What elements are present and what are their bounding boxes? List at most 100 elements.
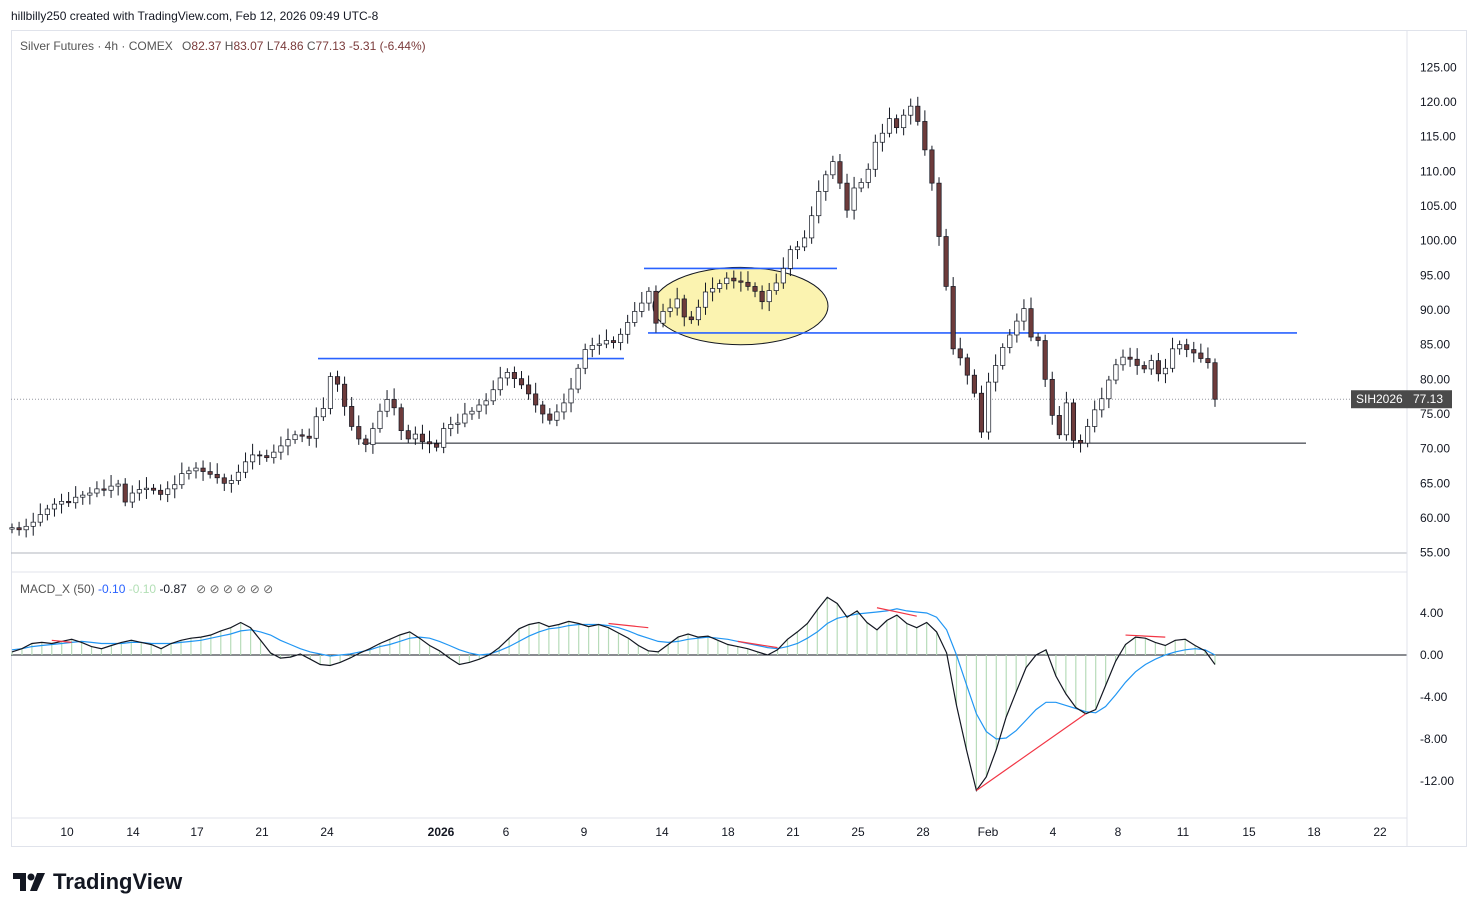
time-tick-label: 28 <box>916 825 930 839</box>
time-tick-label: 24 <box>320 825 334 839</box>
time-tick-label: 21 <box>255 825 269 839</box>
candle <box>929 149 935 184</box>
candle <box>596 343 602 346</box>
price-tag-value: 77.13 <box>1413 392 1443 406</box>
candle <box>377 410 383 429</box>
time-tick-label: 21 <box>786 825 800 839</box>
candle <box>207 471 213 475</box>
candle <box>455 422 461 425</box>
price-tick-label: 90.00 <box>1420 303 1450 317</box>
candle <box>115 483 121 487</box>
candle <box>526 384 532 395</box>
candle <box>568 388 574 404</box>
candle <box>766 290 772 303</box>
price-tick-label: 105.00 <box>1420 199 1457 213</box>
candle <box>1106 379 1112 400</box>
candle <box>809 215 815 239</box>
time-tick-label: 4 <box>1050 825 1057 839</box>
candle <box>398 407 404 431</box>
change-value: -5.31 (-6.44%) <box>348 39 426 53</box>
price-tag-symbol: SIH2026 <box>1356 392 1403 406</box>
candle <box>717 283 723 289</box>
candle <box>186 470 192 474</box>
macd-legend[interactable]: MACD_X (50) -0.10 -0.10 -0.87 ⊘ ⊘ ⊘ ⊘ ⊘ … <box>20 582 273 596</box>
candle <box>1184 344 1190 350</box>
candle <box>936 182 942 237</box>
tradingview-logo[interactable]: TradingView <box>13 869 182 895</box>
price-tick-label: 65.00 <box>1420 476 1450 490</box>
candle <box>391 399 397 409</box>
candle <box>87 492 93 496</box>
candle <box>660 311 666 324</box>
candle <box>412 433 418 440</box>
candle <box>1177 344 1183 350</box>
candle <box>886 118 893 134</box>
candle <box>908 105 914 116</box>
candle <box>1021 308 1027 322</box>
candle <box>448 424 454 429</box>
candle <box>1198 352 1204 359</box>
candle <box>66 501 72 504</box>
candle <box>915 105 921 122</box>
candle <box>122 483 128 503</box>
candle <box>844 182 850 211</box>
candle <box>632 311 638 323</box>
candle <box>58 501 65 505</box>
candle <box>384 399 390 412</box>
candle <box>1056 415 1062 436</box>
candle <box>101 488 107 491</box>
candle <box>504 372 510 379</box>
candle <box>165 488 171 495</box>
divergence-line <box>976 713 1087 791</box>
candle <box>964 357 970 376</box>
candle <box>773 282 779 291</box>
candle <box>1162 367 1169 375</box>
candle <box>986 381 992 433</box>
candle <box>1120 356 1126 366</box>
tradingview-logo-icon <box>13 873 45 891</box>
candle <box>271 451 277 459</box>
candle <box>1127 356 1133 360</box>
time-tick-label: 25 <box>851 825 865 839</box>
candle <box>667 307 673 312</box>
candle <box>554 411 560 421</box>
candle <box>16 527 22 531</box>
candle <box>469 410 475 415</box>
time-tick-label: 6 <box>503 825 510 839</box>
candle <box>1191 349 1197 354</box>
candle <box>603 340 609 345</box>
macd-signal-line <box>11 608 1216 740</box>
candle <box>150 487 157 491</box>
price-tick-label: 75.00 <box>1420 407 1450 421</box>
candle <box>759 290 765 303</box>
candle <box>978 392 985 433</box>
candle <box>1212 362 1218 400</box>
time-tick-label: 9 <box>581 825 588 839</box>
symbol-legend[interactable]: Silver Futures · 4h · COMEX O82.37 H83.0… <box>20 39 426 53</box>
candle <box>158 489 164 495</box>
candle <box>1155 360 1161 375</box>
candle <box>823 174 829 192</box>
candle <box>327 376 333 409</box>
candle <box>625 322 631 335</box>
highlight-ellipse <box>652 266 829 346</box>
time-tick-label: 14 <box>655 825 669 839</box>
candle <box>901 114 907 129</box>
candle <box>1085 426 1091 444</box>
divergence-line <box>737 640 778 649</box>
candle <box>320 408 326 418</box>
candle <box>1148 360 1154 370</box>
time-tick-label: Feb <box>978 825 999 839</box>
time-tick-label: 18 <box>721 825 735 839</box>
candle <box>1134 358 1140 366</box>
candle <box>830 161 836 176</box>
candle <box>51 503 58 510</box>
candle <box>561 402 567 413</box>
candle <box>1169 348 1176 369</box>
candle <box>426 441 433 445</box>
candle <box>292 434 298 441</box>
time-tick-label: 8 <box>1115 825 1122 839</box>
candle <box>851 187 857 211</box>
macd-tick-label: -4.00 <box>1420 690 1448 704</box>
